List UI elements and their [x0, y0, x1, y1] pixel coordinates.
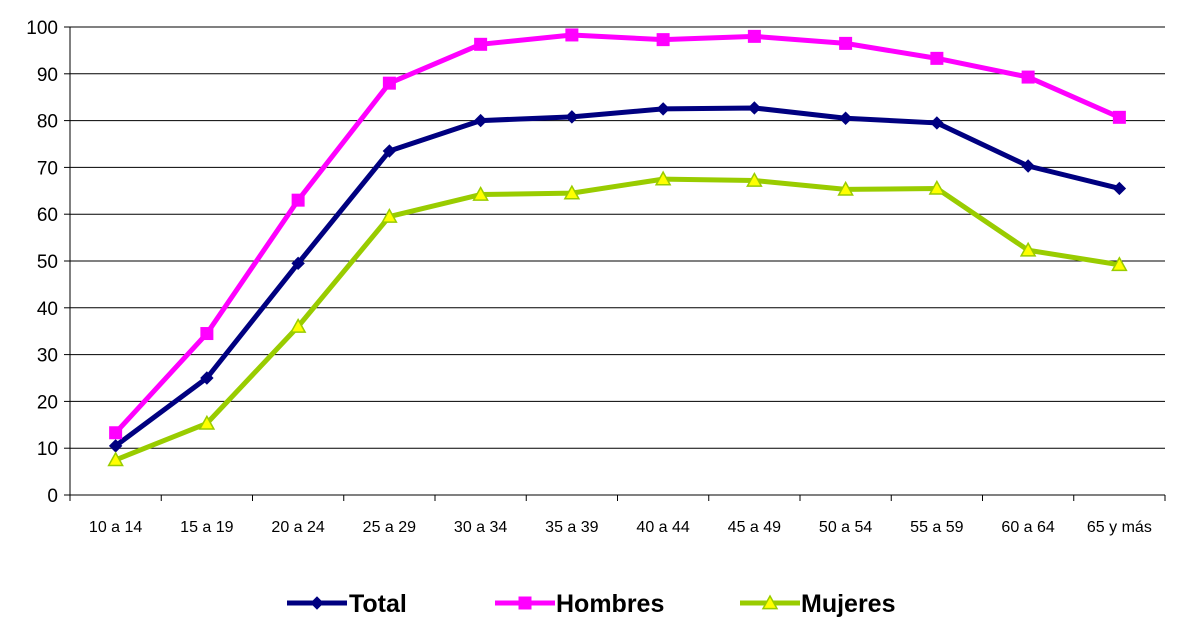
data-point-mujeres: [289, 317, 307, 333]
x-tick-label: 30 a 34: [454, 519, 507, 536]
legend-label: Mujeres: [801, 590, 895, 618]
series-mujeres: [107, 170, 1128, 467]
series-total: [108, 101, 1127, 453]
y-tick-label: 70: [37, 158, 58, 179]
data-point-hombres: [109, 426, 123, 440]
series-line-mujeres: [114, 176, 1120, 463]
legend-swatch-marker: [761, 594, 779, 610]
data-point-mujeres: [837, 180, 854, 196]
y-tick-label: 20: [37, 392, 58, 413]
data-point-hombres: [839, 36, 853, 50]
series-layer: [107, 28, 1128, 467]
data-point-total: [565, 110, 579, 124]
data-point-mujeres: [381, 207, 398, 223]
data-point-total: [1112, 181, 1127, 196]
x-tick-label: 60 a 64: [1001, 519, 1054, 536]
x-tick-label: 35 a 39: [545, 519, 598, 536]
legend-label: Total: [349, 590, 407, 618]
x-tick-label: 55 a 59: [910, 519, 963, 536]
data-point-mujeres: [1111, 256, 1128, 272]
legend-item-total: Total: [287, 590, 407, 618]
data-point-hombres: [930, 51, 944, 65]
y-tick-label: 0: [47, 486, 58, 507]
y-tick-label: 100: [26, 18, 58, 39]
legend-label: Hombres: [556, 590, 664, 618]
data-point-mujeres: [472, 185, 489, 201]
x-tick-label: 50 a 54: [819, 519, 872, 536]
data-point-total: [656, 102, 670, 116]
series-line-hombres: [113, 32, 1121, 435]
x-tick-label: 20 a 24: [271, 519, 324, 536]
legend-item-hombres: Hombres: [495, 590, 664, 618]
x-tick-label: 10 a 14: [89, 519, 142, 536]
y-tick-label: 10: [37, 439, 58, 460]
x-tick-label: 15 a 19: [180, 519, 233, 536]
data-point-hombres: [747, 29, 761, 43]
data-point-hombres: [200, 327, 214, 341]
data-point-total: [473, 113, 488, 128]
y-tick-label: 90: [37, 65, 58, 86]
x-tick-label: 45 a 49: [728, 519, 781, 536]
data-point-total: [382, 144, 397, 158]
data-point-mujeres: [107, 451, 124, 467]
data-point-mujeres: [1019, 241, 1037, 257]
y-tick-label: 40: [37, 299, 58, 320]
series-hombres: [109, 28, 1126, 440]
y-tick-label: 50: [37, 252, 58, 273]
data-point-hombres: [382, 76, 396, 90]
legend-swatch-marker: [518, 596, 532, 610]
data-point-hombres: [474, 37, 488, 51]
data-point-mujeres: [746, 171, 763, 187]
data-point-total: [838, 111, 853, 125]
data-point-hombres: [656, 33, 670, 47]
y-tick-label: 30: [37, 346, 58, 367]
data-point-mujeres: [563, 184, 581, 200]
x-tick-label: 25 a 29: [363, 519, 416, 536]
data-point-mujeres: [928, 179, 946, 195]
data-point-total: [1021, 159, 1035, 173]
gridlines: [70, 26, 1165, 449]
legend-swatch-marker: [310, 596, 324, 610]
data-point-mujeres: [654, 170, 672, 186]
data-point-hombres: [1112, 110, 1126, 124]
series-line-total: [114, 105, 1120, 448]
data-point-total: [200, 371, 214, 385]
y-tick-label: 60: [37, 205, 58, 226]
x-tick-label: 65 y más: [1087, 519, 1152, 536]
legend-item-mujeres: Mujeres: [740, 590, 895, 618]
data-point-total: [930, 116, 944, 130]
data-point-total: [291, 256, 305, 271]
legend: Total Hombres Mujeres: [287, 590, 895, 618]
data-point-total: [747, 101, 762, 115]
data-point-hombres: [291, 193, 305, 207]
y-axis-ticks: 0 10 20 30 40 50 60 70 80 90 100: [26, 18, 70, 507]
x-axis-ticks: 10 a 14 15 a 19 20 a 24 25 a 29 30 a 34 35 a …: [69, 495, 1166, 536]
data-point-hombres: [565, 28, 579, 42]
data-point-mujeres: [198, 414, 216, 430]
data-point-hombres: [1021, 70, 1035, 84]
x-tick-label: 40 a 44: [636, 519, 689, 536]
y-tick-label: 80: [37, 112, 58, 133]
